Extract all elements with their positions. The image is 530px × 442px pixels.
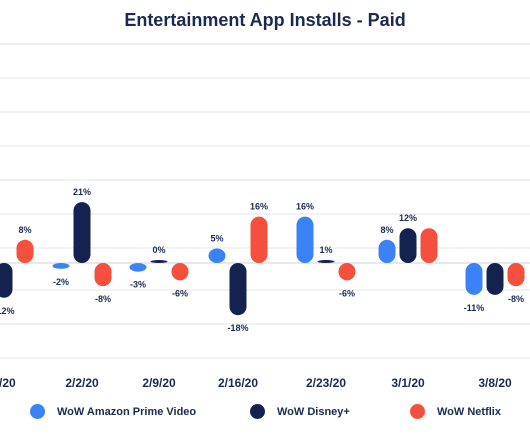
data-label: 8% bbox=[380, 225, 393, 235]
bar bbox=[338, 263, 356, 281]
data-label: 12% bbox=[399, 213, 417, 223]
bar bbox=[129, 263, 147, 272]
legend-marker bbox=[250, 404, 265, 419]
x-tick-label: 2/2/20 bbox=[65, 376, 99, 390]
x-tick-label: 6/20 bbox=[0, 376, 16, 390]
data-label: -12% bbox=[0, 306, 15, 316]
data-label: -8% bbox=[95, 294, 111, 304]
bar bbox=[171, 263, 189, 281]
bar bbox=[16, 239, 34, 263]
bar bbox=[229, 263, 247, 316]
legend-marker bbox=[410, 404, 425, 419]
bar bbox=[465, 263, 483, 295]
x-tick-label: 3/8/20 bbox=[478, 376, 512, 390]
legend-label: WoW Amazon Prime Video bbox=[57, 405, 197, 418]
bar bbox=[150, 260, 168, 263]
data-label: -3% bbox=[130, 280, 146, 290]
bar bbox=[378, 239, 396, 263]
data-label: -18% bbox=[227, 323, 248, 333]
data-label: 5% bbox=[210, 234, 223, 244]
x-tick-label: 2/23/20 bbox=[306, 376, 346, 390]
data-label: 8% bbox=[18, 225, 31, 235]
data-label: -6% bbox=[172, 288, 188, 298]
chart-title: Entertainment App Installs - Paid bbox=[124, 10, 406, 30]
x-tick-label: 3/1/20 bbox=[391, 376, 425, 390]
legend-item-amazon-prime-video: WoW Amazon Prime Video bbox=[30, 404, 196, 419]
data-label: -11% bbox=[464, 303, 485, 313]
data-label: 16% bbox=[296, 202, 314, 212]
bar bbox=[73, 202, 91, 263]
bar bbox=[250, 216, 268, 263]
x-tick-label: 2/16/20 bbox=[218, 376, 258, 390]
bar bbox=[296, 216, 314, 263]
bar bbox=[420, 228, 438, 263]
x-tick-label: 2/9/20 bbox=[142, 376, 176, 390]
data-label: 0% bbox=[152, 245, 165, 255]
legend-label: WoW Disney+ bbox=[277, 405, 350, 418]
bar bbox=[317, 260, 335, 263]
data-label: 1% bbox=[319, 245, 332, 255]
bar bbox=[94, 263, 112, 287]
bar bbox=[0, 263, 13, 298]
data-label: -8% bbox=[508, 294, 524, 304]
chart-legend: WoW Amazon Prime Video WoW Disney+ WoW N… bbox=[0, 400, 530, 428]
legend-marker bbox=[30, 404, 45, 419]
data-label: 16% bbox=[250, 202, 268, 212]
bar bbox=[486, 263, 504, 295]
data-label: 21% bbox=[73, 187, 91, 197]
data-label: -6% bbox=[339, 288, 355, 298]
legend-item-disney-plus: WoW Disney+ bbox=[250, 404, 350, 419]
bar bbox=[52, 263, 70, 269]
bar bbox=[208, 248, 226, 263]
bar bbox=[507, 263, 525, 287]
legend-label: WoW Netflix bbox=[437, 405, 501, 418]
bar bbox=[399, 228, 417, 263]
bar-chart: -2% -3% 5% 16% 8% -11% -12% 21% 0% -18% 1% 12% 8% -8%… bbox=[0, 43, 530, 390]
legend-item-netflix: WoW Netflix bbox=[410, 404, 501, 419]
data-label: -2% bbox=[53, 277, 69, 287]
